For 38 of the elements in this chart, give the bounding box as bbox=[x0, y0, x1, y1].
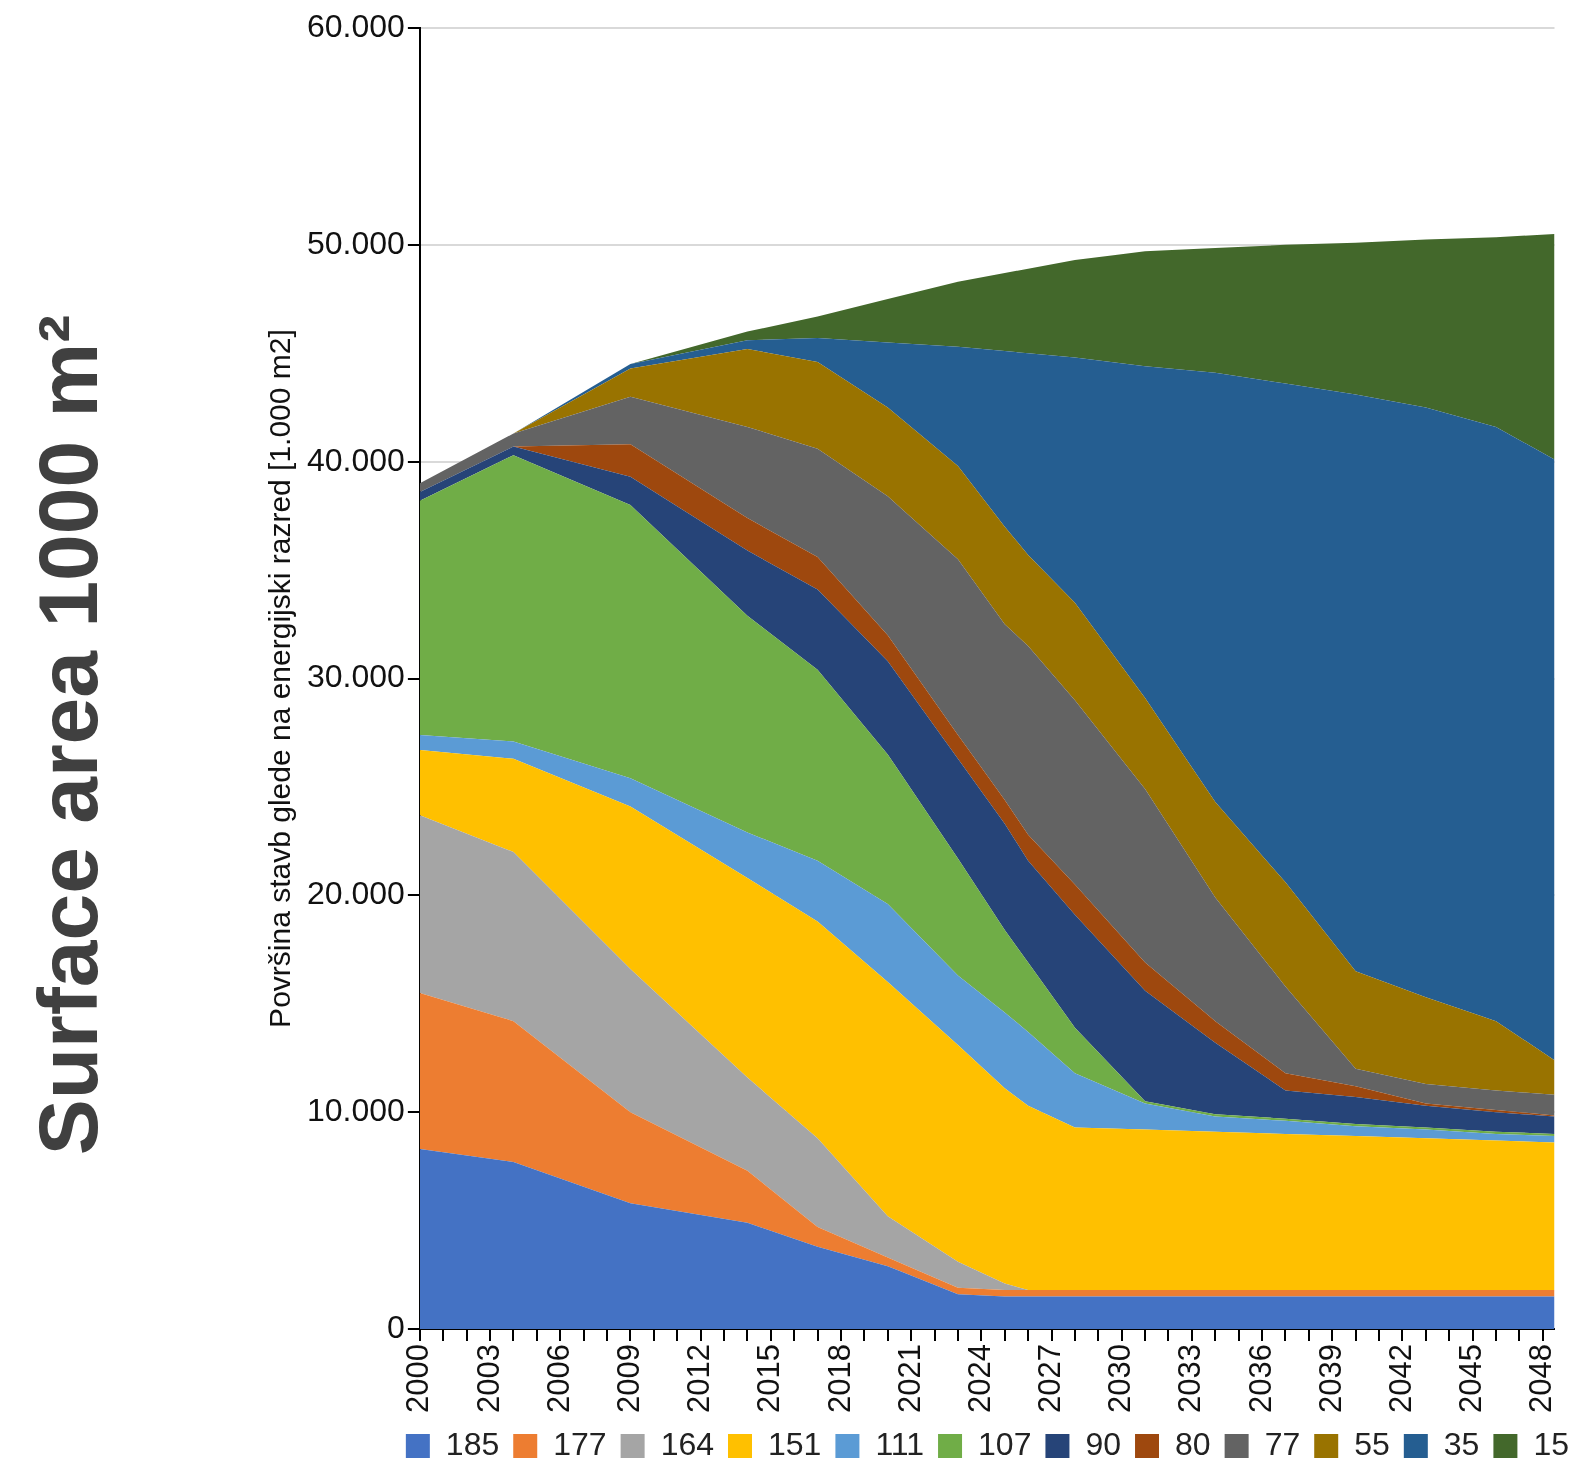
x-tick-label: 2039 bbox=[1312, 1344, 1348, 1414]
x-tick-label: 2036 bbox=[1242, 1344, 1278, 1414]
y-tick-label: 30.000 bbox=[307, 658, 405, 695]
y-tick-label: 60.000 bbox=[307, 7, 405, 44]
legend-label: 107 bbox=[978, 1425, 1032, 1462]
text: Surface area 1000 m² bbox=[20, 314, 115, 1156]
legend-label: 185 bbox=[445, 1425, 500, 1462]
x-tick-label: 2012 bbox=[681, 1344, 717, 1414]
x-tick-label: 2015 bbox=[751, 1344, 787, 1414]
legend-label: 80 bbox=[1175, 1425, 1211, 1462]
legend-label: 55 bbox=[1354, 1425, 1390, 1462]
x-tick-label: 2000 bbox=[400, 1344, 436, 1414]
legend-label: 77 bbox=[1264, 1425, 1301, 1462]
y-tick-label: 10.000 bbox=[307, 1092, 405, 1129]
x-tick-label: 2030 bbox=[1102, 1344, 1138, 1414]
x-tick-label: 2042 bbox=[1382, 1344, 1418, 1414]
legend-label: 90 bbox=[1085, 1425, 1122, 1462]
y-tick-label: 0 bbox=[387, 1308, 405, 1345]
x-tick-label: 2033 bbox=[1172, 1344, 1208, 1414]
legend-label: 15 bbox=[1533, 1425, 1569, 1462]
x-tick-label: 2024 bbox=[961, 1344, 997, 1414]
legend-label: 111 bbox=[875, 1425, 925, 1462]
y-tick-label: 40.000 bbox=[307, 441, 405, 478]
legend-label: 164 bbox=[660, 1425, 715, 1462]
x-tick-label: 2027 bbox=[1032, 1344, 1068, 1414]
y-axis-title: Površina stavb glede na energijski razred [1.000 m2] bbox=[263, 329, 297, 1028]
x-tick-label: 2003 bbox=[470, 1344, 506, 1414]
legend-label: 177 bbox=[553, 1425, 607, 1462]
legend-label: 35 bbox=[1443, 1425, 1480, 1462]
x-tick-label: 2009 bbox=[610, 1344, 646, 1414]
legend-label: 151 bbox=[768, 1425, 822, 1462]
x-tick-label: 2006 bbox=[540, 1344, 576, 1414]
y-tick-label: 20.000 bbox=[307, 875, 405, 912]
y-tick-label: 50.000 bbox=[307, 224, 405, 261]
x-tick-label: 2021 bbox=[891, 1344, 927, 1414]
x-tick-label: 2048 bbox=[1523, 1344, 1559, 1414]
x-tick-label: 2018 bbox=[821, 1344, 857, 1414]
x-tick-label: 2045 bbox=[1453, 1344, 1489, 1414]
